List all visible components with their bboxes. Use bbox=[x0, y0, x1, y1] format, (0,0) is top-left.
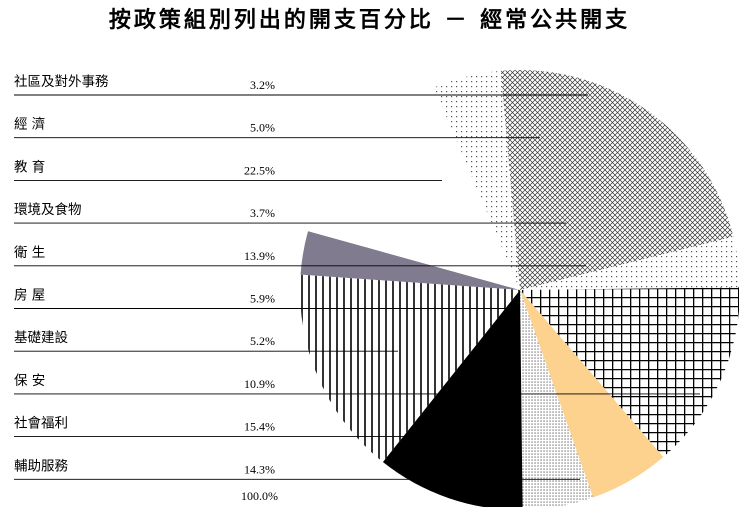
legend-label-4: 環境及食物 bbox=[14, 201, 82, 218]
legend-label-9: 社會福利 bbox=[14, 416, 68, 432]
legend-value-4: 3.7% bbox=[250, 206, 275, 220]
pie-slice-1 bbox=[300, 231, 520, 290]
legend-label-7: 基礎建設 bbox=[14, 329, 68, 346]
legend-label-6: 房 屋 bbox=[14, 288, 45, 304]
pie-slice-8 bbox=[382, 290, 523, 507]
legend-label-5: 衛 生 bbox=[14, 245, 45, 261]
legend: 社區及對外事務 3.2% 經 濟 5.0% 教 育 22.5% 環境及食物 3.7% 衛 生 13… bbox=[14, 74, 700, 503]
legend-label-1: 社區及對外事務 bbox=[14, 74, 109, 90]
pie-slice-5 bbox=[520, 287, 739, 457]
legend-label-3: 教 育 bbox=[14, 159, 45, 175]
legend-value-5: 13.9% bbox=[244, 249, 275, 263]
legend-value-3: 22.5% bbox=[244, 163, 275, 177]
chart-title: 按政策組別列出的開支百分比 － 經常公共開支 bbox=[108, 7, 631, 33]
legend-label-10: 輔助服務 bbox=[14, 458, 68, 474]
legend-label-2: 經 濟 bbox=[14, 117, 45, 133]
legend-value-8: 10.9% bbox=[244, 377, 275, 391]
legend-value-9: 15.4% bbox=[244, 420, 275, 434]
legend-value-2: 5.0% bbox=[250, 121, 275, 135]
pie-slices bbox=[300, 70, 739, 507]
pie-slice-9 bbox=[300, 274, 520, 463]
pie-slice-7 bbox=[520, 290, 594, 507]
legend-label-8: 保 安 bbox=[14, 373, 45, 389]
pie-slice-4 bbox=[520, 236, 739, 290]
pie-slice-3 bbox=[500, 70, 734, 290]
legend-value-7: 5.2% bbox=[250, 334, 275, 348]
legend-value-1: 3.2% bbox=[250, 78, 275, 92]
legend-value-10: 14.3% bbox=[244, 462, 275, 476]
legend-value-6: 5.9% bbox=[250, 292, 275, 306]
pie-slice-2 bbox=[434, 70, 520, 290]
total-label: 100.0% bbox=[241, 489, 278, 503]
